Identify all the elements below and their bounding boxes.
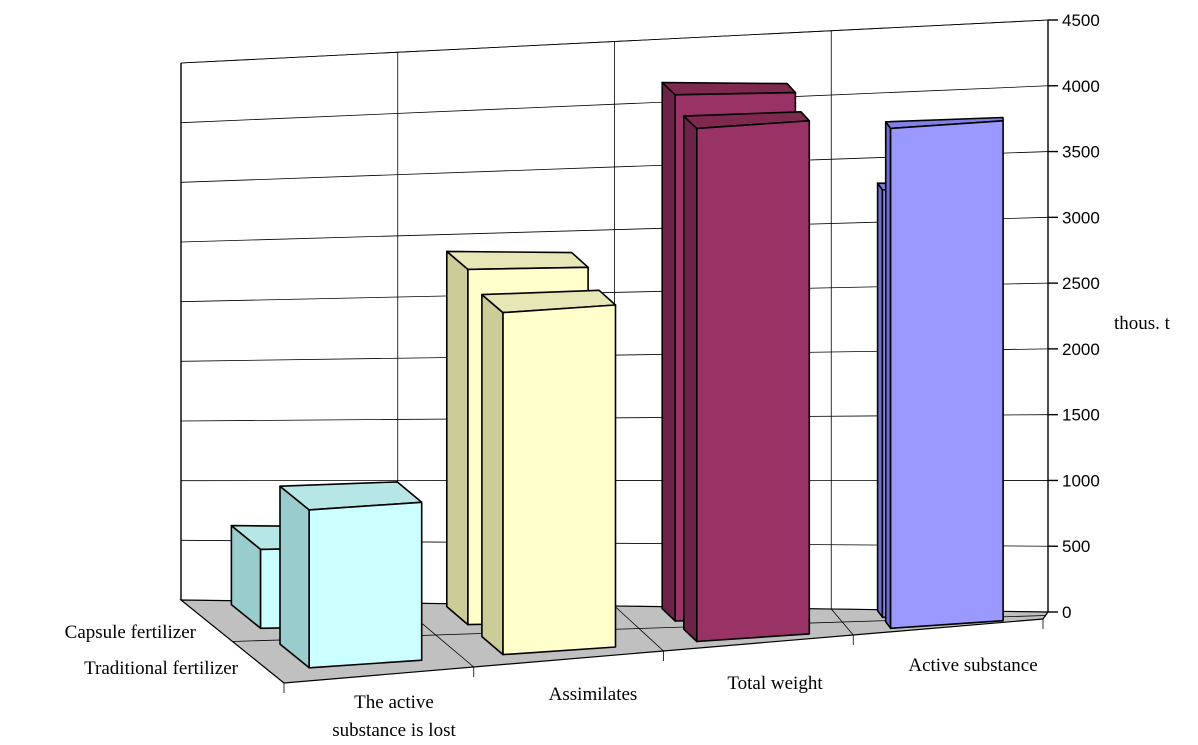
x-tick-label-assimilates: Assimilates xyxy=(549,684,638,705)
x-tick-label-total-weight: Total weight xyxy=(727,673,823,694)
bar-side xyxy=(445,250,469,626)
x-tick-label-active-substance: Active substance xyxy=(908,655,1037,676)
series-label-traditional-fertilizer: Traditional fertilizer xyxy=(84,658,239,679)
bar-traditional-fertilizer-active-substance xyxy=(884,116,1004,630)
bar-traditional-fertilizer-total-weight xyxy=(682,111,811,643)
y-tick-label-5: 2500 xyxy=(1062,274,1100,293)
bar-side xyxy=(279,485,311,669)
y-tick-label-0: 0 xyxy=(1062,603,1071,622)
bar-front xyxy=(308,501,423,669)
bar-side xyxy=(481,293,504,656)
y-tick-label-4: 2000 xyxy=(1062,340,1100,359)
y-axis-label: thous. t xyxy=(1114,313,1171,334)
y-tick-label-8: 4000 xyxy=(1062,77,1100,96)
y-tick-label-6: 3000 xyxy=(1062,208,1100,227)
series-axis: Capsule fertilizer Traditional fertilizer xyxy=(65,622,239,679)
series-label-capsule-fertilizer: Capsule fertilizer xyxy=(65,622,197,643)
bar-traditional-fertilizer-assimilates xyxy=(481,289,617,656)
bar-front xyxy=(502,304,617,656)
chart-bars xyxy=(230,81,1004,669)
y-tick-label-1: 500 xyxy=(1062,537,1090,556)
wall-top-edge xyxy=(180,19,1049,64)
x-axis: The active substance is lost Assimilates To… xyxy=(332,655,1037,741)
bar-top xyxy=(445,250,589,271)
bar-front xyxy=(695,120,811,643)
bar-traditional-fertilizer-the-active-substance-is-lost xyxy=(279,481,423,669)
y-tick-label-3: 1500 xyxy=(1062,406,1100,425)
y-tick-label-2: 1000 xyxy=(1062,471,1100,490)
bar-side xyxy=(682,115,698,643)
y-axis: 0 500 1000 1500 2000 2500 3000 3500 4000 4500 xyxy=(1048,11,1100,622)
x-tick-label-the-active-substance-is-lost: The active substance is lost xyxy=(332,692,456,741)
bar-front xyxy=(889,120,1004,630)
y-tick-label-7: 3500 xyxy=(1062,143,1100,162)
y-tick-label-9: 4500 xyxy=(1062,11,1100,30)
bar-side xyxy=(661,81,677,622)
